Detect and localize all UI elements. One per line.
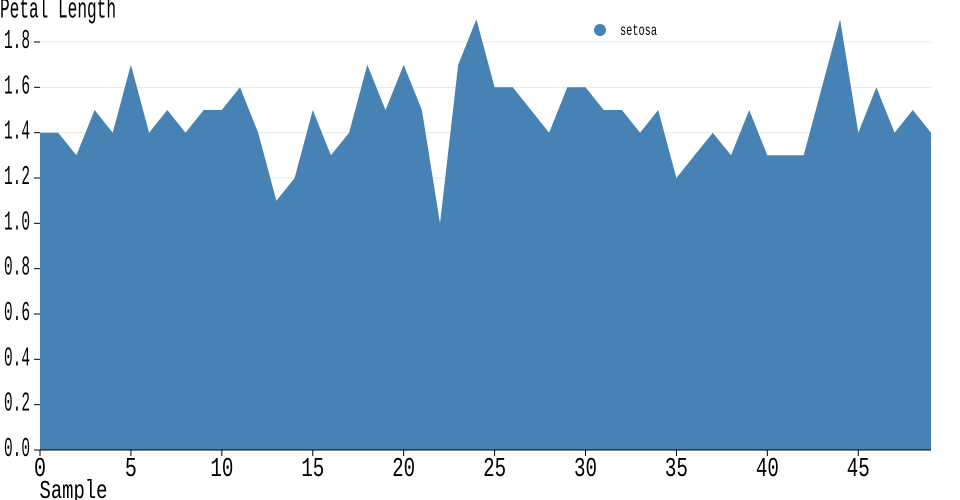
- svg-text:25: 25: [483, 455, 506, 485]
- svg-text:0.6: 0.6: [4, 299, 30, 329]
- svg-text:15: 15: [301, 455, 324, 485]
- svg-text:45: 45: [847, 455, 870, 485]
- svg-text:10: 10: [210, 455, 233, 485]
- svg-text:setosa: setosa: [620, 22, 657, 40]
- svg-text:0.2: 0.2: [4, 390, 30, 420]
- svg-text:1.8: 1.8: [4, 27, 30, 57]
- svg-text:1.2: 1.2: [4, 163, 30, 193]
- svg-text:Sample: Sample: [40, 476, 108, 500]
- svg-text:1.4: 1.4: [4, 118, 30, 148]
- svg-text:1.6: 1.6: [4, 72, 30, 102]
- svg-text:30: 30: [574, 455, 597, 485]
- svg-text:40: 40: [756, 455, 779, 485]
- svg-text:1.0: 1.0: [4, 208, 30, 238]
- svg-text:0.4: 0.4: [4, 344, 30, 374]
- svg-text:Petal Length: Petal Length: [0, 0, 116, 27]
- svg-text:5: 5: [125, 455, 137, 485]
- svg-text:0.8: 0.8: [4, 254, 30, 284]
- svg-text:0.0: 0.0: [4, 435, 30, 465]
- svg-text:35: 35: [665, 455, 688, 485]
- svg-text:20: 20: [392, 455, 415, 485]
